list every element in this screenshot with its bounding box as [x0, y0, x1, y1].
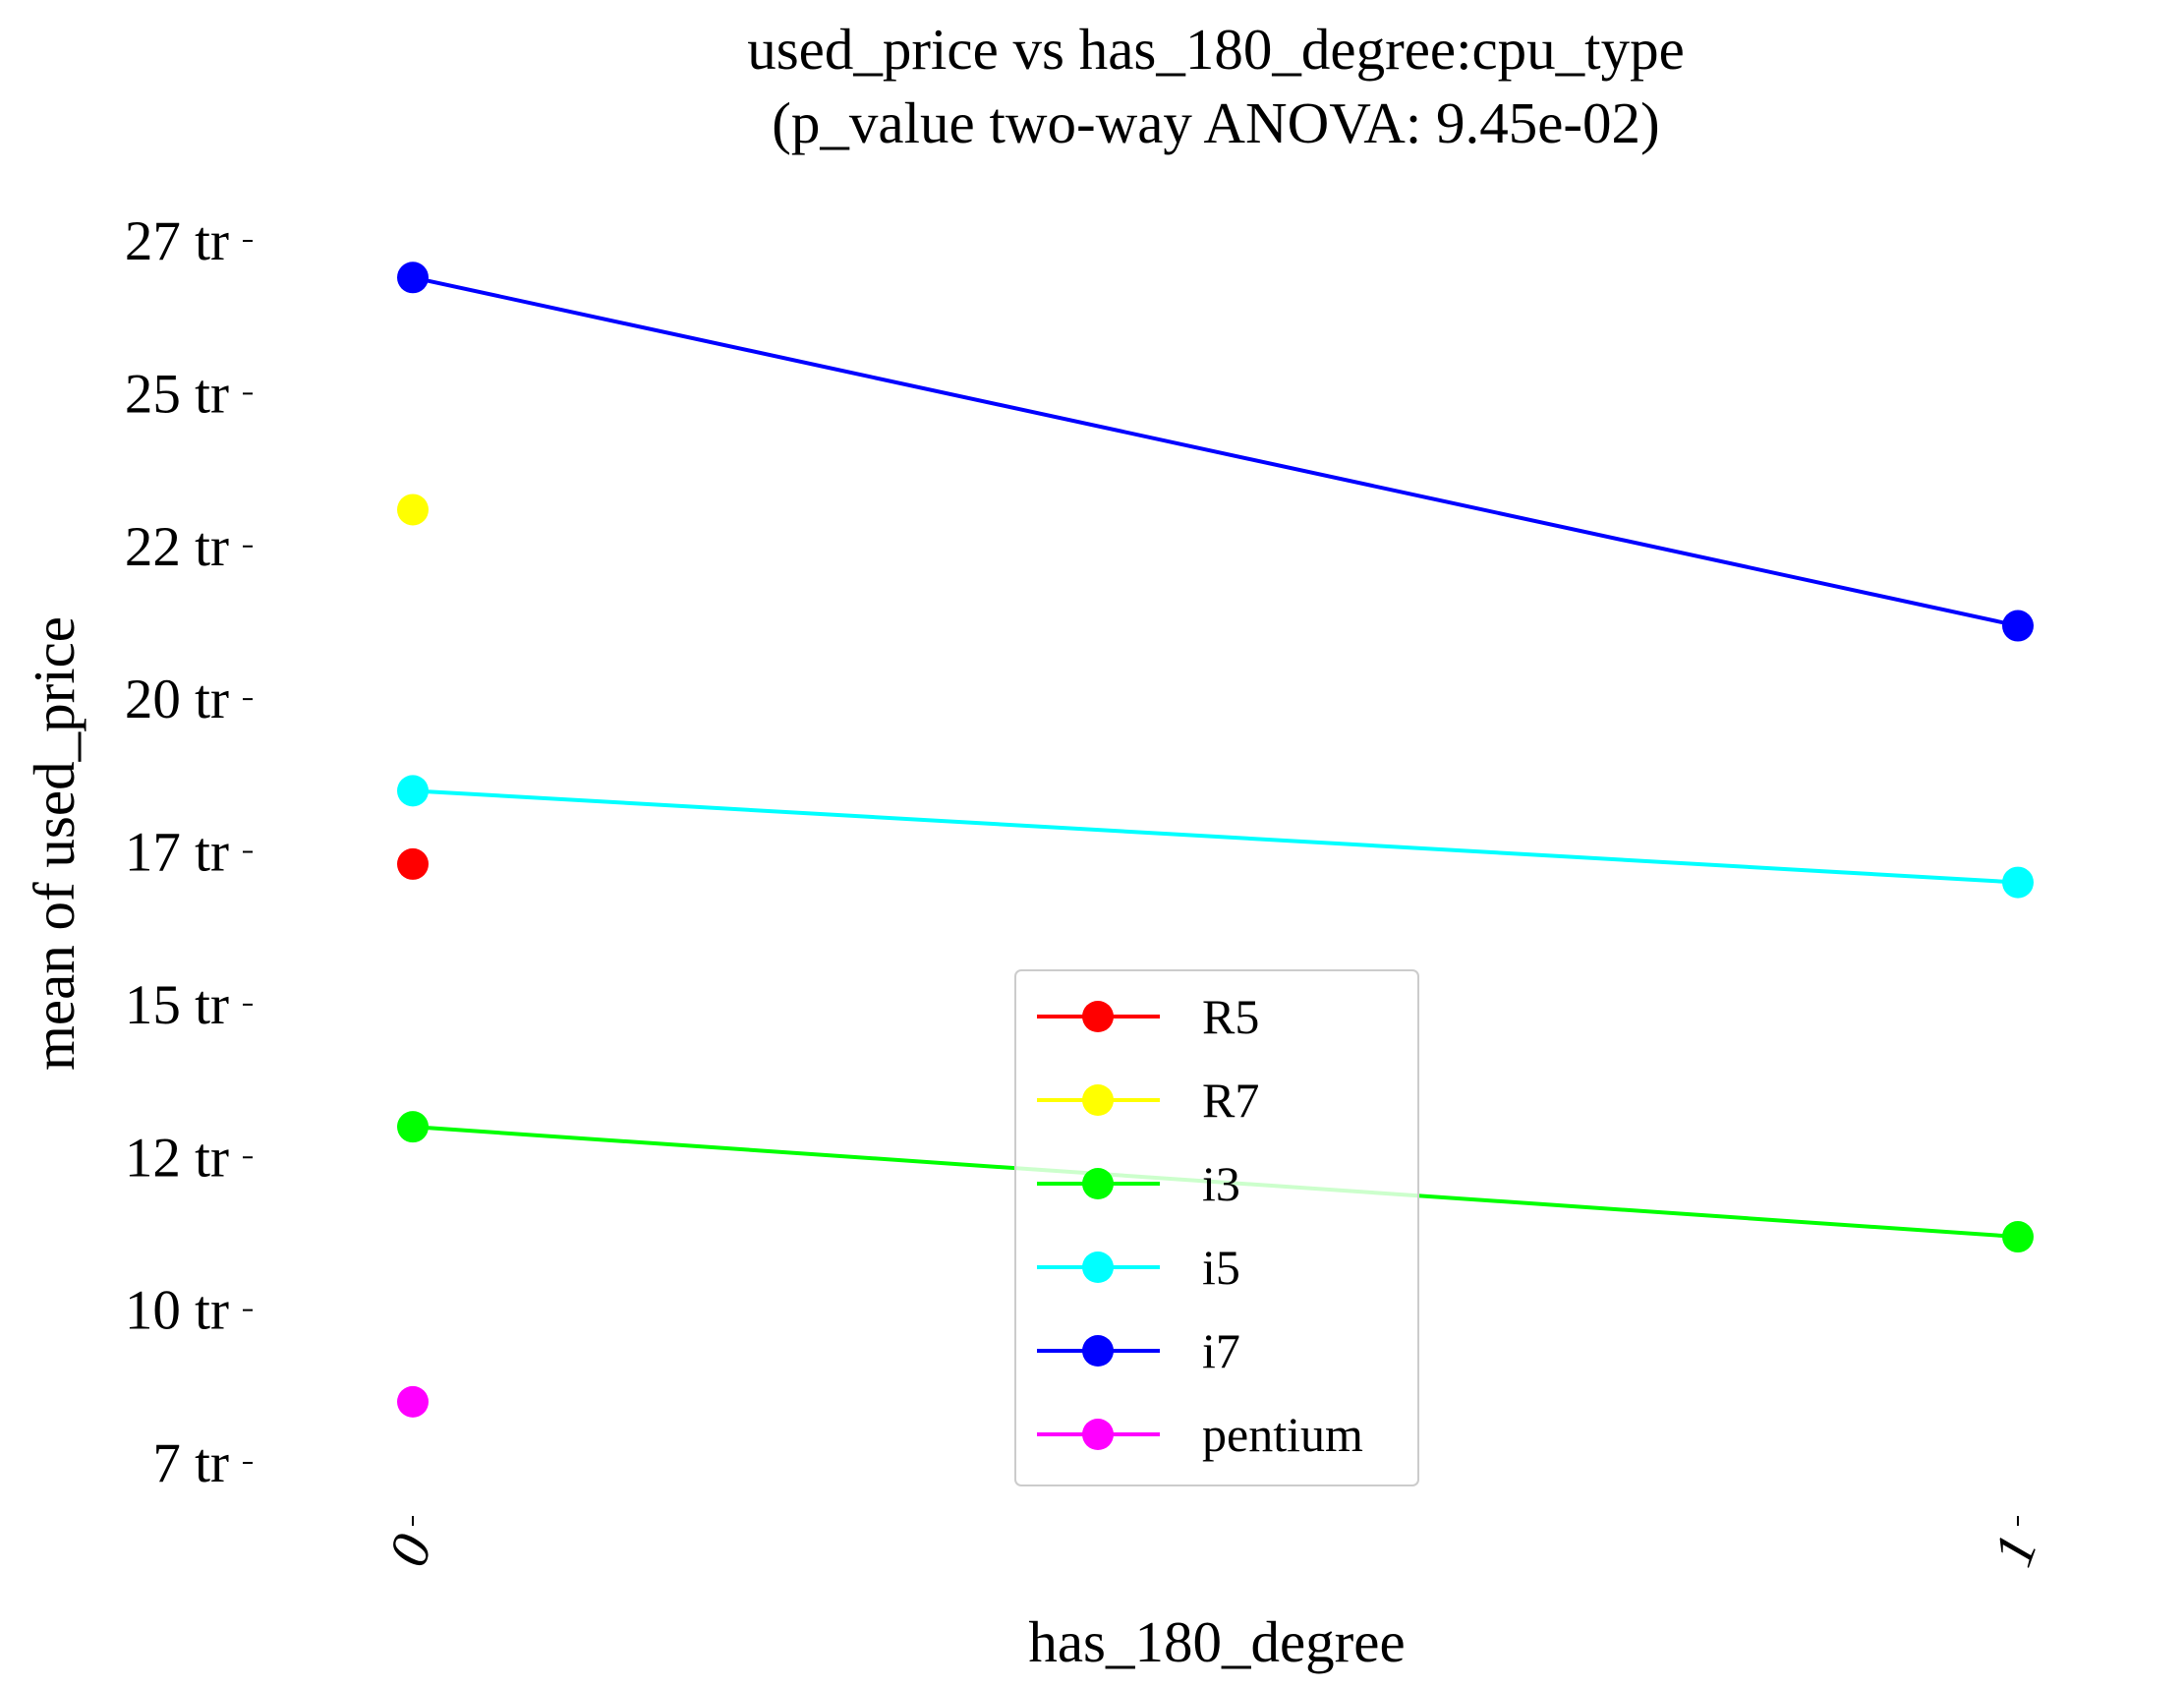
legend-marker — [1082, 1419, 1114, 1450]
y-tick-label: 7 tr — [152, 1432, 229, 1494]
legend-item-i3: i3 — [1037, 1156, 1240, 1211]
series-line — [412, 275, 2019, 628]
chart-subtitle: (p_value two-way ANOVA: 9.45e-02) — [772, 90, 1659, 155]
series-i5 — [397, 775, 2034, 899]
legend-item-R7: R7 — [1037, 1073, 1259, 1128]
data-point — [397, 1385, 429, 1418]
legend-label: i5 — [1202, 1240, 1240, 1295]
series-pentium — [397, 1385, 429, 1418]
legend-marker — [1082, 1251, 1114, 1283]
y-tick-label: 15 tr — [125, 974, 229, 1036]
legend-marker — [1082, 1084, 1114, 1116]
y-tick-label: 12 tr — [125, 1127, 229, 1189]
y-tick-label: 27 tr — [125, 210, 229, 272]
data-point — [397, 262, 429, 294]
legend-marker — [1082, 1335, 1114, 1367]
data-point — [2002, 1221, 2034, 1253]
legend: R5 R7 i3 i5 i7 pentium — [1014, 969, 1419, 1486]
x-tick-label: 0 — [376, 1527, 444, 1574]
legend-label: i7 — [1202, 1323, 1240, 1378]
series-i7 — [397, 262, 2034, 642]
legend-item-i7: i7 — [1037, 1323, 1240, 1378]
data-point — [397, 775, 429, 807]
legend-item-i5: i5 — [1037, 1240, 1240, 1295]
data-point — [2002, 610, 2034, 642]
data-point — [397, 847, 429, 880]
legend-item-R5: R5 — [1037, 989, 1259, 1044]
y-tick-label: 25 tr — [125, 363, 229, 425]
x-axis-label: has_180_degree — [1028, 1609, 1405, 1674]
series-R5 — [397, 847, 429, 880]
chart-title: used_price vs has_180_degree:cpu_type — [747, 17, 1685, 82]
y-axis-label: mean of used_price — [22, 616, 86, 1071]
series-line — [412, 788, 2019, 885]
data-point — [397, 1111, 429, 1143]
legend-label: R5 — [1202, 989, 1259, 1044]
legend-label: pentium — [1202, 1407, 1363, 1462]
y-tick-label: 20 tr — [125, 669, 229, 730]
y-tick-label: 22 tr — [125, 516, 229, 578]
legend-label: R7 — [1202, 1073, 1259, 1128]
series-R7 — [397, 494, 429, 526]
legend-marker — [1082, 1001, 1114, 1032]
data-point — [2002, 866, 2034, 899]
y-tick-label: 10 tr — [125, 1280, 229, 1342]
legend-item-pentium: pentium — [1037, 1407, 1363, 1462]
x-tick-label: 1 — [1982, 1527, 2049, 1574]
legend-label: i3 — [1202, 1156, 1240, 1211]
y-tick-label: 17 tr — [125, 822, 229, 884]
y-axis: 7 tr 10 tr 12 tr 15 tr 17 tr 20 tr 22 tr 25 tr 2… — [125, 210, 253, 1494]
legend-marker — [1082, 1168, 1114, 1199]
data-point — [397, 494, 429, 526]
